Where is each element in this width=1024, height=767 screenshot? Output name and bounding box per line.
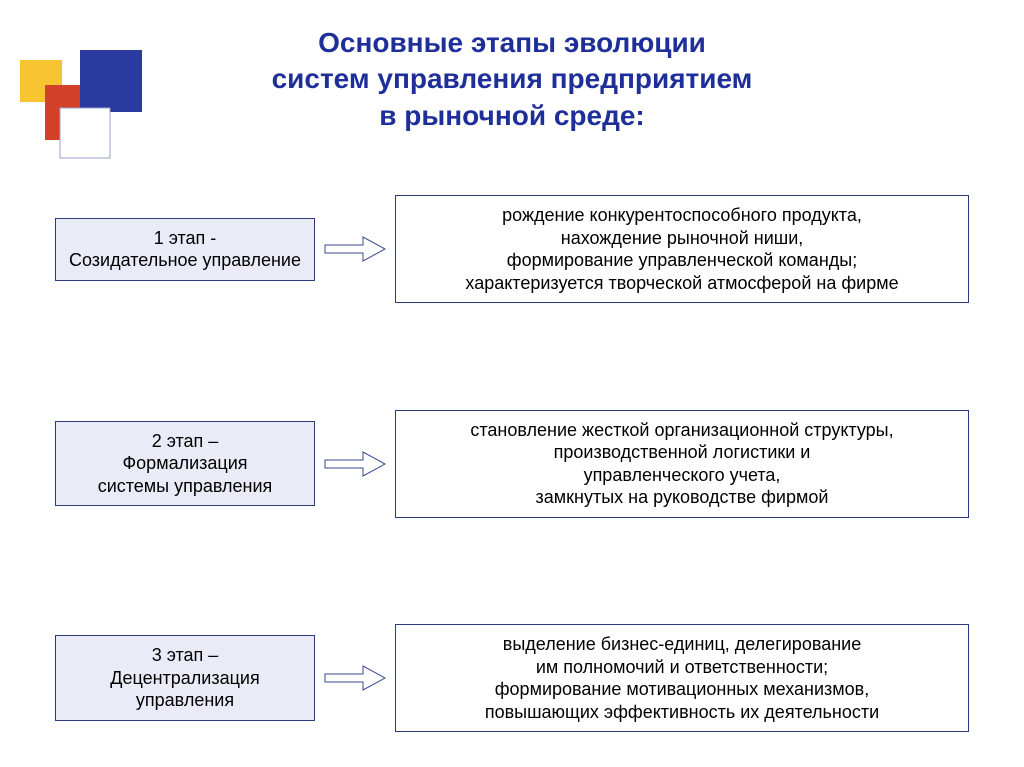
title-line: Основные этапы эволюции (0, 25, 1024, 61)
stage-line: 1 этап - (66, 227, 304, 250)
stage-line: управления (66, 689, 304, 712)
stage-box-2: 2 этап –Формализациясистемы управления (55, 421, 315, 507)
stage-row: 2 этап –Формализациясистемы управления ст… (55, 410, 969, 518)
desc-line: замкнутых на руководстве фирмой (406, 486, 958, 509)
desc-line: повышающих эффективность их деятельности (406, 701, 958, 724)
stage-line: 3 этап – (66, 644, 304, 667)
stages-container: 1 этап -Созидательное управление рождение… (55, 195, 969, 732)
stage-line: Формализация (66, 452, 304, 475)
stage-box-3: 3 этап –Децентрализацияуправления (55, 635, 315, 721)
arrow-icon (315, 233, 395, 265)
stage-line: Децентрализация (66, 667, 304, 690)
slide-title: Основные этапы эволюциисистем управления… (0, 25, 1024, 134)
desc-line: формирование управленческой команды; (406, 249, 958, 272)
desc-line: нахождение рыночной ниши, (406, 227, 958, 250)
desc-box-2: становление жесткой организационной стру… (395, 410, 969, 518)
stage-line: Созидательное управление (66, 249, 304, 272)
desc-line: становление жесткой организационной стру… (406, 419, 958, 442)
stage-row: 3 этап –Децентрализацияуправления выделен… (55, 624, 969, 732)
desc-line: им полномочий и ответственности; (406, 656, 958, 679)
desc-line: управленческого учета, (406, 464, 958, 487)
title-line: систем управления предприятием (0, 61, 1024, 97)
stage-line: 2 этап – (66, 430, 304, 453)
arrow-icon (315, 448, 395, 480)
desc-box-3: выделение бизнес-единиц, делегированиеим… (395, 624, 969, 732)
stage-row: 1 этап -Созидательное управление рождение… (55, 195, 969, 303)
arrow-icon (315, 662, 395, 694)
title-line: в рыночной среде: (0, 98, 1024, 134)
desc-line: формирование мотивационных механизмов, (406, 678, 958, 701)
desc-line: выделение бизнес-единиц, делегирование (406, 633, 958, 656)
stage-box-1: 1 этап -Созидательное управление (55, 218, 315, 281)
desc-box-1: рождение конкурентоспособного продукта,н… (395, 195, 969, 303)
desc-line: характеризуется творческой атмосферой на… (406, 272, 958, 295)
stage-line: системы управления (66, 475, 304, 498)
desc-line: рождение конкурентоспособного продукта, (406, 204, 958, 227)
desc-line: производственной логистики и (406, 441, 958, 464)
